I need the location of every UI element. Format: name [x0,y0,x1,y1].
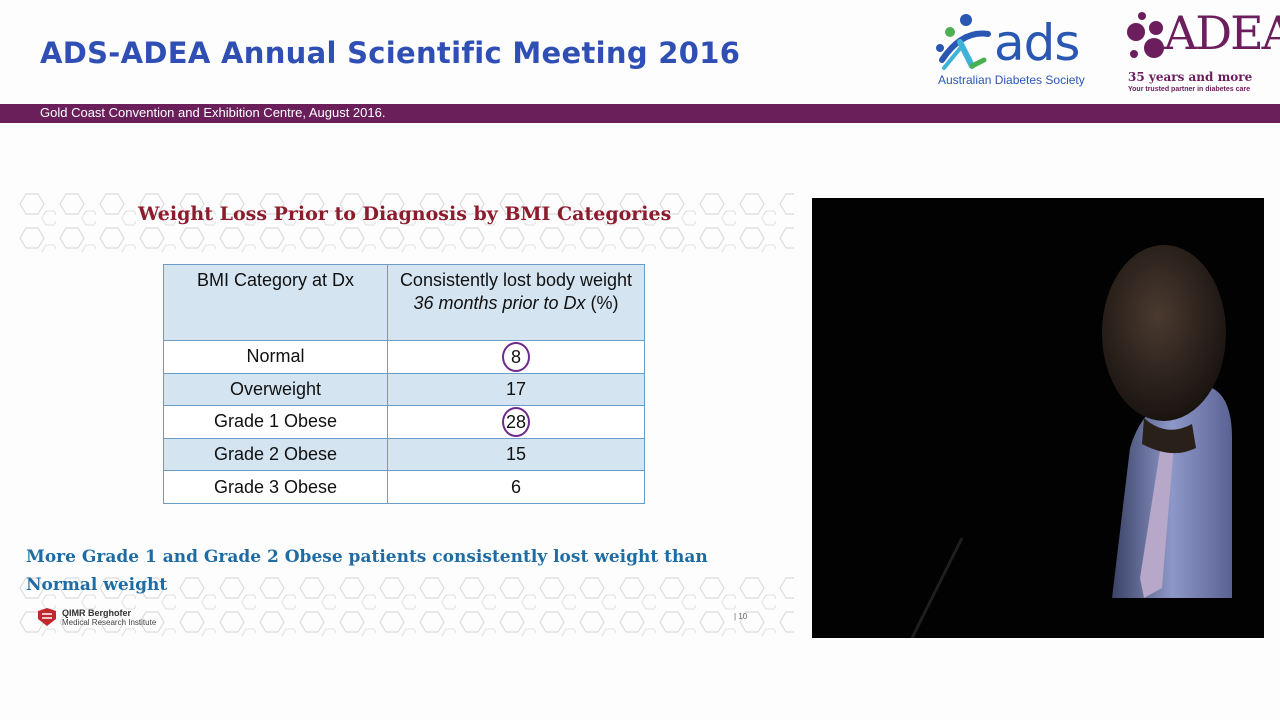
ads-logo-subtitle: Australian Diabetes Society [938,73,1085,87]
speaker-video [812,198,1264,638]
slide-title: Weight Loss Prior to Diagnosis by BMI Ca… [138,203,672,225]
venue-text: Gold Coast Convention and Exhibition Cen… [40,105,386,120]
presentation-slide: Weight Loss Prior to Diagnosis by BMI Ca… [16,186,794,638]
slide-page-number: | 10 [734,612,748,621]
qimr-shield-icon [38,608,56,626]
bmi-category-cell: Normal [163,340,388,374]
value-cell: 28 [387,405,645,439]
adea-dots-icon [1127,12,1164,58]
bmi-category-cell: Grade 1 Obese [163,405,388,439]
venue-band: Gold Coast Convention and Exhibition Cen… [0,104,1280,123]
bmi-category-cell: Overweight [163,372,388,407]
bmi-category-cell: Grade 3 Obese [163,470,388,504]
header-lost-weight-period: 36 months prior to Dx [413,293,586,313]
page-number-value: 10 [738,612,748,621]
table-row: Grade 1 Obese 28 [163,405,645,439]
hexagon-pattern-top [16,192,794,252]
header-bar: ADS-ADEA Annual Scientific Meeting 2016 … [0,0,1280,104]
conference-title: ADS-ADEA Annual Scientific Meeting 2016 [40,36,741,70]
ads-logo: ads Australian Diabetes Society [932,12,1102,92]
circled-value: 28 [502,406,530,437]
header-lost-weight-main: Consistently lost body weight [399,270,633,290]
value-cell: 8 [387,340,645,374]
ads-figure-icon [936,14,991,70]
table-row: Grade 3 Obese 6 [163,470,645,504]
header-lost-weight: Consistently lost body weight 36 months … [387,264,645,341]
table-row: Normal 8 [163,340,645,374]
circled-value: 8 [502,341,530,372]
table-row: Overweight 17 [163,372,645,407]
header-lost-weight-unit: (%) [585,293,619,313]
value-cell: 17 [387,372,645,407]
table-header-row: BMI Category at Dx Consistently lost bod… [163,264,645,341]
ads-logo-wordmark: ads [994,14,1080,72]
value-cell: 6 [387,470,645,504]
table-row: Grade 2 Obese 15 [163,437,645,472]
slide-conclusion: More Grade 1 and Grade 2 Obese patients … [26,547,708,595]
adea-logo-wordmark: ADEA [1164,6,1280,60]
adea-logo-tagline: Your trusted partner in diabetes care [1128,86,1251,93]
qimr-name: QIMR Berghofer [62,608,132,618]
bmi-category-cell: Grade 2 Obese [163,437,388,472]
speaker-figure [910,245,1232,638]
qimr-subtitle: Medical Research Institute [62,618,157,627]
adea-logo-years: 35 years and more [1128,70,1253,84]
value-cell: 15 [387,437,645,472]
bmi-weight-loss-table: BMI Category at Dx Consistently lost bod… [163,264,645,504]
qimr-logo: QIMR Berghofer Medical Research Institut… [36,607,186,629]
header-bmi-category: BMI Category at Dx [163,264,388,341]
adea-logo: ADEA 35 years and more Your trusted part… [1126,4,1280,96]
hexagon-pattern-bottom [16,576,794,636]
